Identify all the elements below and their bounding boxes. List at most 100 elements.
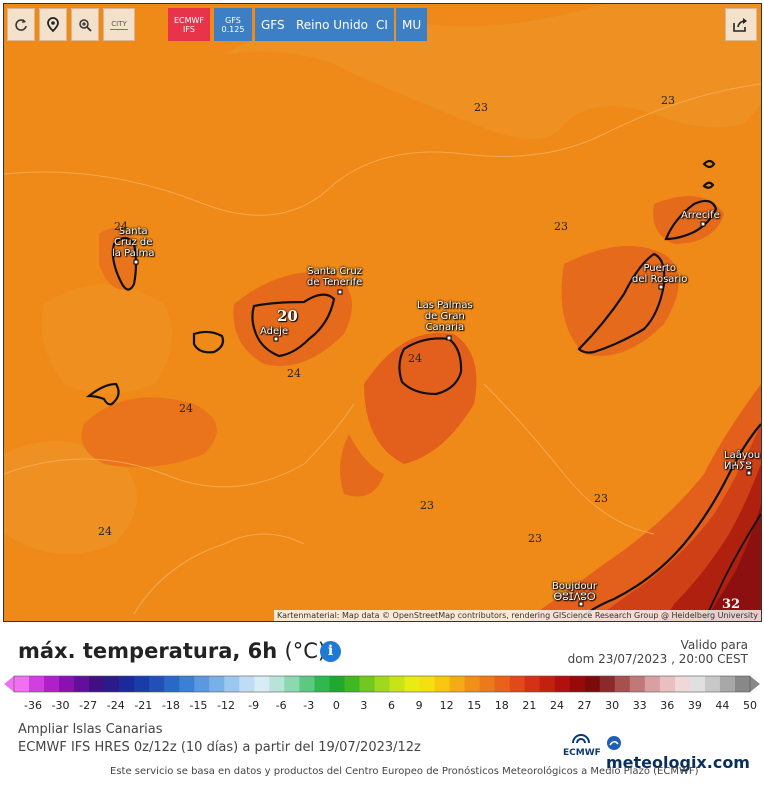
color-scale-label: 33 [632, 699, 647, 712]
city-label-boujdour: Boujdour ⴱⵓⵊⴷⵓⵔ [552, 581, 598, 603]
map-title: máx. temperatura, 6h (°C) [18, 639, 326, 663]
color-scale-swatch [209, 676, 225, 692]
color-scale-right-arrow [750, 676, 760, 692]
city-marker [746, 470, 752, 476]
model-gfs-button[interactable]: GFS [255, 8, 291, 41]
isoline-label: 23 [420, 499, 434, 512]
city-label-las-palmas: Las Palmas de Gran Canaria [417, 300, 473, 333]
color-scale-swatch [239, 676, 255, 692]
color-scale-swatch [344, 676, 360, 692]
color-scale-swatch [329, 676, 345, 692]
isoline-label: 23 [594, 492, 608, 505]
color-scale-swatch [224, 676, 240, 692]
city-label-laayoune: Laâyou ⵍⵄⵢⵓ [724, 450, 761, 472]
refresh-icon [15, 18, 27, 31]
color-scale-swatch [404, 676, 421, 692]
model-gfs-0125-sublabel: 0.125 [221, 24, 245, 34]
valid-date: dom 23/07/2023 , 20:00 CEST [567, 652, 748, 666]
color-scale-swatch [119, 676, 135, 692]
color-scale-label: 27 [577, 699, 592, 712]
color-scale-label: -21 [134, 699, 153, 712]
gran-canaria-coast [398, 337, 463, 396]
isoline-label: 24 [114, 220, 128, 233]
title-unit: (°C) [284, 639, 327, 663]
color-scale-swatch [44, 676, 60, 692]
ci-button[interactable]: CI [370, 8, 394, 41]
color-scale-label: 15 [467, 699, 482, 712]
color-scale-swatch [74, 676, 90, 692]
city-label-arrecife: Arrecife [681, 210, 720, 221]
color-scale-label: -27 [79, 699, 98, 712]
city-marker [658, 284, 664, 290]
color-scale-label: -15 [189, 699, 208, 712]
isoline-label: 23 [528, 532, 542, 545]
color-scale-swatch [164, 676, 180, 692]
warm-region [81, 397, 217, 468]
color-scale-swatch [179, 676, 195, 692]
zoom-region-link[interactable]: Ampliar Islas Canarias [18, 722, 163, 737]
color-scale-label: -24 [106, 699, 125, 712]
color-scale-bar [4, 675, 760, 693]
color-scale-swatch [104, 676, 120, 692]
map-view[interactable]: Santa Cruz de la Palma Santa Cruz de Ten… [3, 3, 762, 622]
title-text: máx. temperatura, 6h [18, 639, 278, 663]
share-button[interactable] [725, 8, 757, 41]
city-marker [133, 259, 139, 265]
color-scale-swatch [569, 676, 586, 692]
color-scale-swatch [434, 676, 451, 692]
color-scale-swatch [134, 676, 150, 692]
color-scale-swatch [734, 676, 751, 692]
african-coast [578, 423, 761, 621]
color-scale-swatch [89, 676, 105, 692]
color-scale-label: -12 [217, 699, 236, 712]
color-scale-labels: -36 -30 -27 -24 -21 -18 -15 -12 -9 -6 -3 0 3 6 9 12 15 18… [0, 699, 764, 713]
color-scale-swatch [494, 676, 511, 692]
fuerteventura-coast [577, 252, 666, 354]
zoom-button[interactable] [71, 8, 99, 41]
color-scale-swatch [464, 676, 481, 692]
warm-region [653, 196, 724, 244]
color-scale-swatch [374, 676, 391, 692]
model-ecmwf-button[interactable]: ECMWF IFS [168, 8, 210, 41]
location-button[interactable] [39, 8, 67, 41]
color-scale-swatch [629, 676, 646, 692]
mu-button[interactable]: MU [396, 8, 428, 41]
color-scale-swatch [614, 676, 631, 692]
color-scale-label: 50 [743, 699, 757, 712]
lanzarote-coast [664, 199, 718, 241]
color-scale-label: -3 [303, 699, 315, 712]
color-scale-label: 3 [360, 699, 368, 712]
temperature-map [4, 4, 761, 621]
ecmwf-logo: ECMWF [563, 731, 601, 759]
isolines [4, 83, 761, 615]
el-hierro-coast [85, 382, 120, 406]
model-gfs-0125-button[interactable]: GFS 0.125 [214, 8, 252, 41]
meteologix-brand[interactable]: meteologix.com [606, 734, 764, 772]
region-button[interactable]: Reino Unido [290, 8, 374, 41]
map-attribution: Kartenmaterial: Map data © OpenStreetMap… [273, 610, 761, 621]
color-scale-label: -18 [161, 699, 180, 712]
refresh-button[interactable] [7, 8, 35, 41]
info-icon[interactable]: i [320, 641, 341, 662]
isoline-label: 24 [408, 352, 422, 365]
ecmwf-logo-text: ECMWF [563, 748, 601, 758]
model-gfs-0125-label: GFS [225, 15, 241, 25]
la-palma-coast [111, 236, 138, 291]
footer-disclaimer: Este servicio se basa en datos y product… [110, 766, 699, 777]
color-scale-label: 9 [415, 699, 423, 712]
city-markers [133, 221, 752, 607]
color-scale-swatch [539, 676, 556, 692]
city-marker [446, 335, 452, 341]
color-scale-swatch [674, 676, 691, 692]
city-toggle-button[interactable]: CITY [103, 8, 135, 41]
border-lines [703, 513, 761, 621]
color-scale-label: 39 [687, 699, 702, 712]
color-scale-swatch [59, 676, 75, 692]
valid-label: Valido para [680, 638, 748, 652]
isoline-label: 23 [554, 220, 568, 233]
color-scale-swatch [29, 676, 45, 692]
isoline-label: 23 [661, 94, 675, 107]
coastlines [85, 159, 761, 621]
zoom-icon [79, 18, 92, 32]
color-scale-swatch [479, 676, 496, 692]
